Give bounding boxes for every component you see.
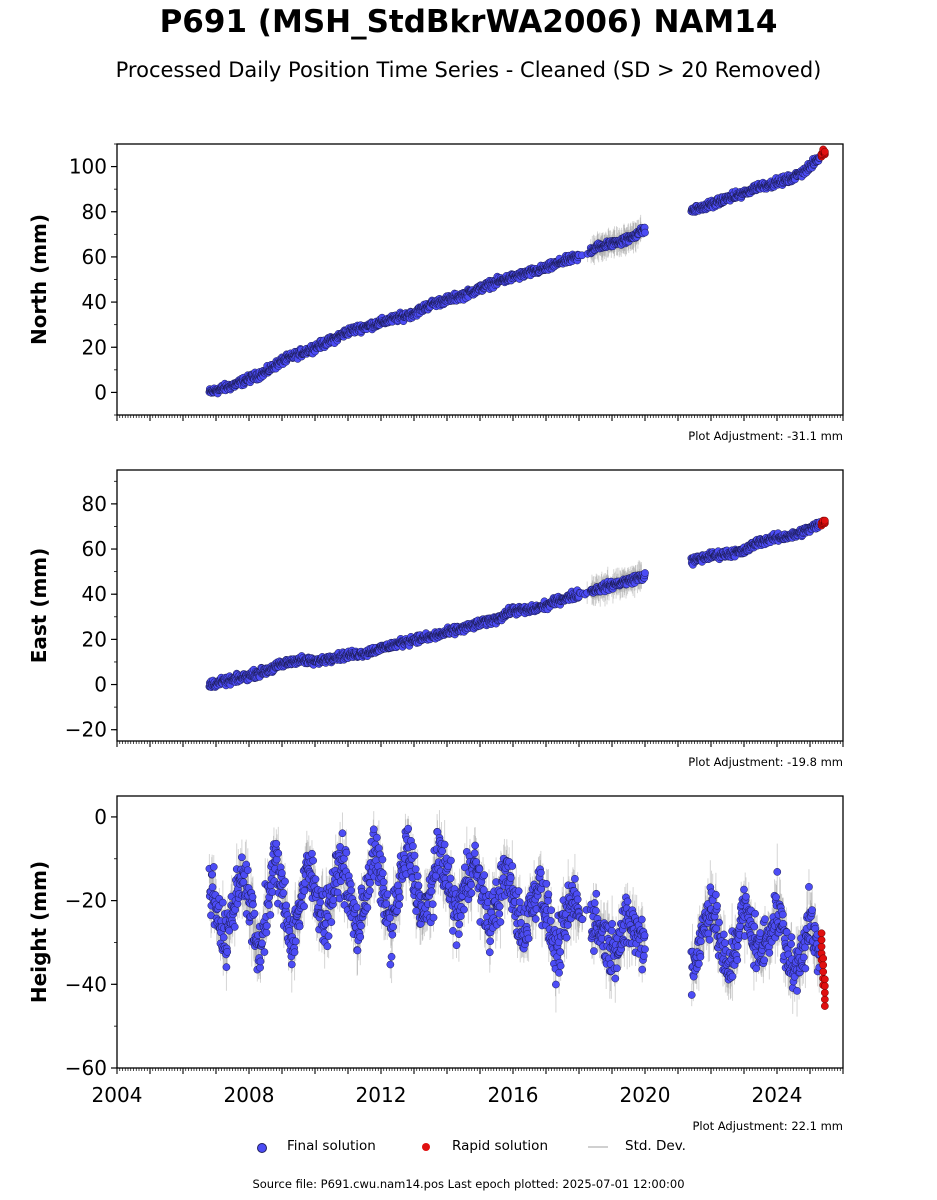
y-axis-label: North (mm): [27, 214, 51, 345]
panel-1: 0 20 40 60 80 100 North (mm): [27, 143, 844, 421]
axes-frame: [116, 143, 844, 416]
y-tick-label: 60: [82, 245, 107, 269]
chart-title: P691 (MSH_StdBkrWA2006) NAM14: [159, 4, 778, 40]
y-tick-label: 20: [82, 335, 107, 359]
plot-area: [205, 145, 829, 398]
y-tick-label: 0: [94, 380, 107, 404]
rapid-solution-point: [821, 147, 829, 156]
y-tick-label: 80: [82, 200, 107, 224]
plot-area: [205, 516, 829, 691]
y-tick-label: 40: [82, 290, 107, 314]
final-solution-point: [641, 228, 649, 237]
chart-subtitle: Processed Daily Position Time Series - C…: [115, 58, 822, 82]
y-tick-label: 100: [69, 155, 107, 179]
